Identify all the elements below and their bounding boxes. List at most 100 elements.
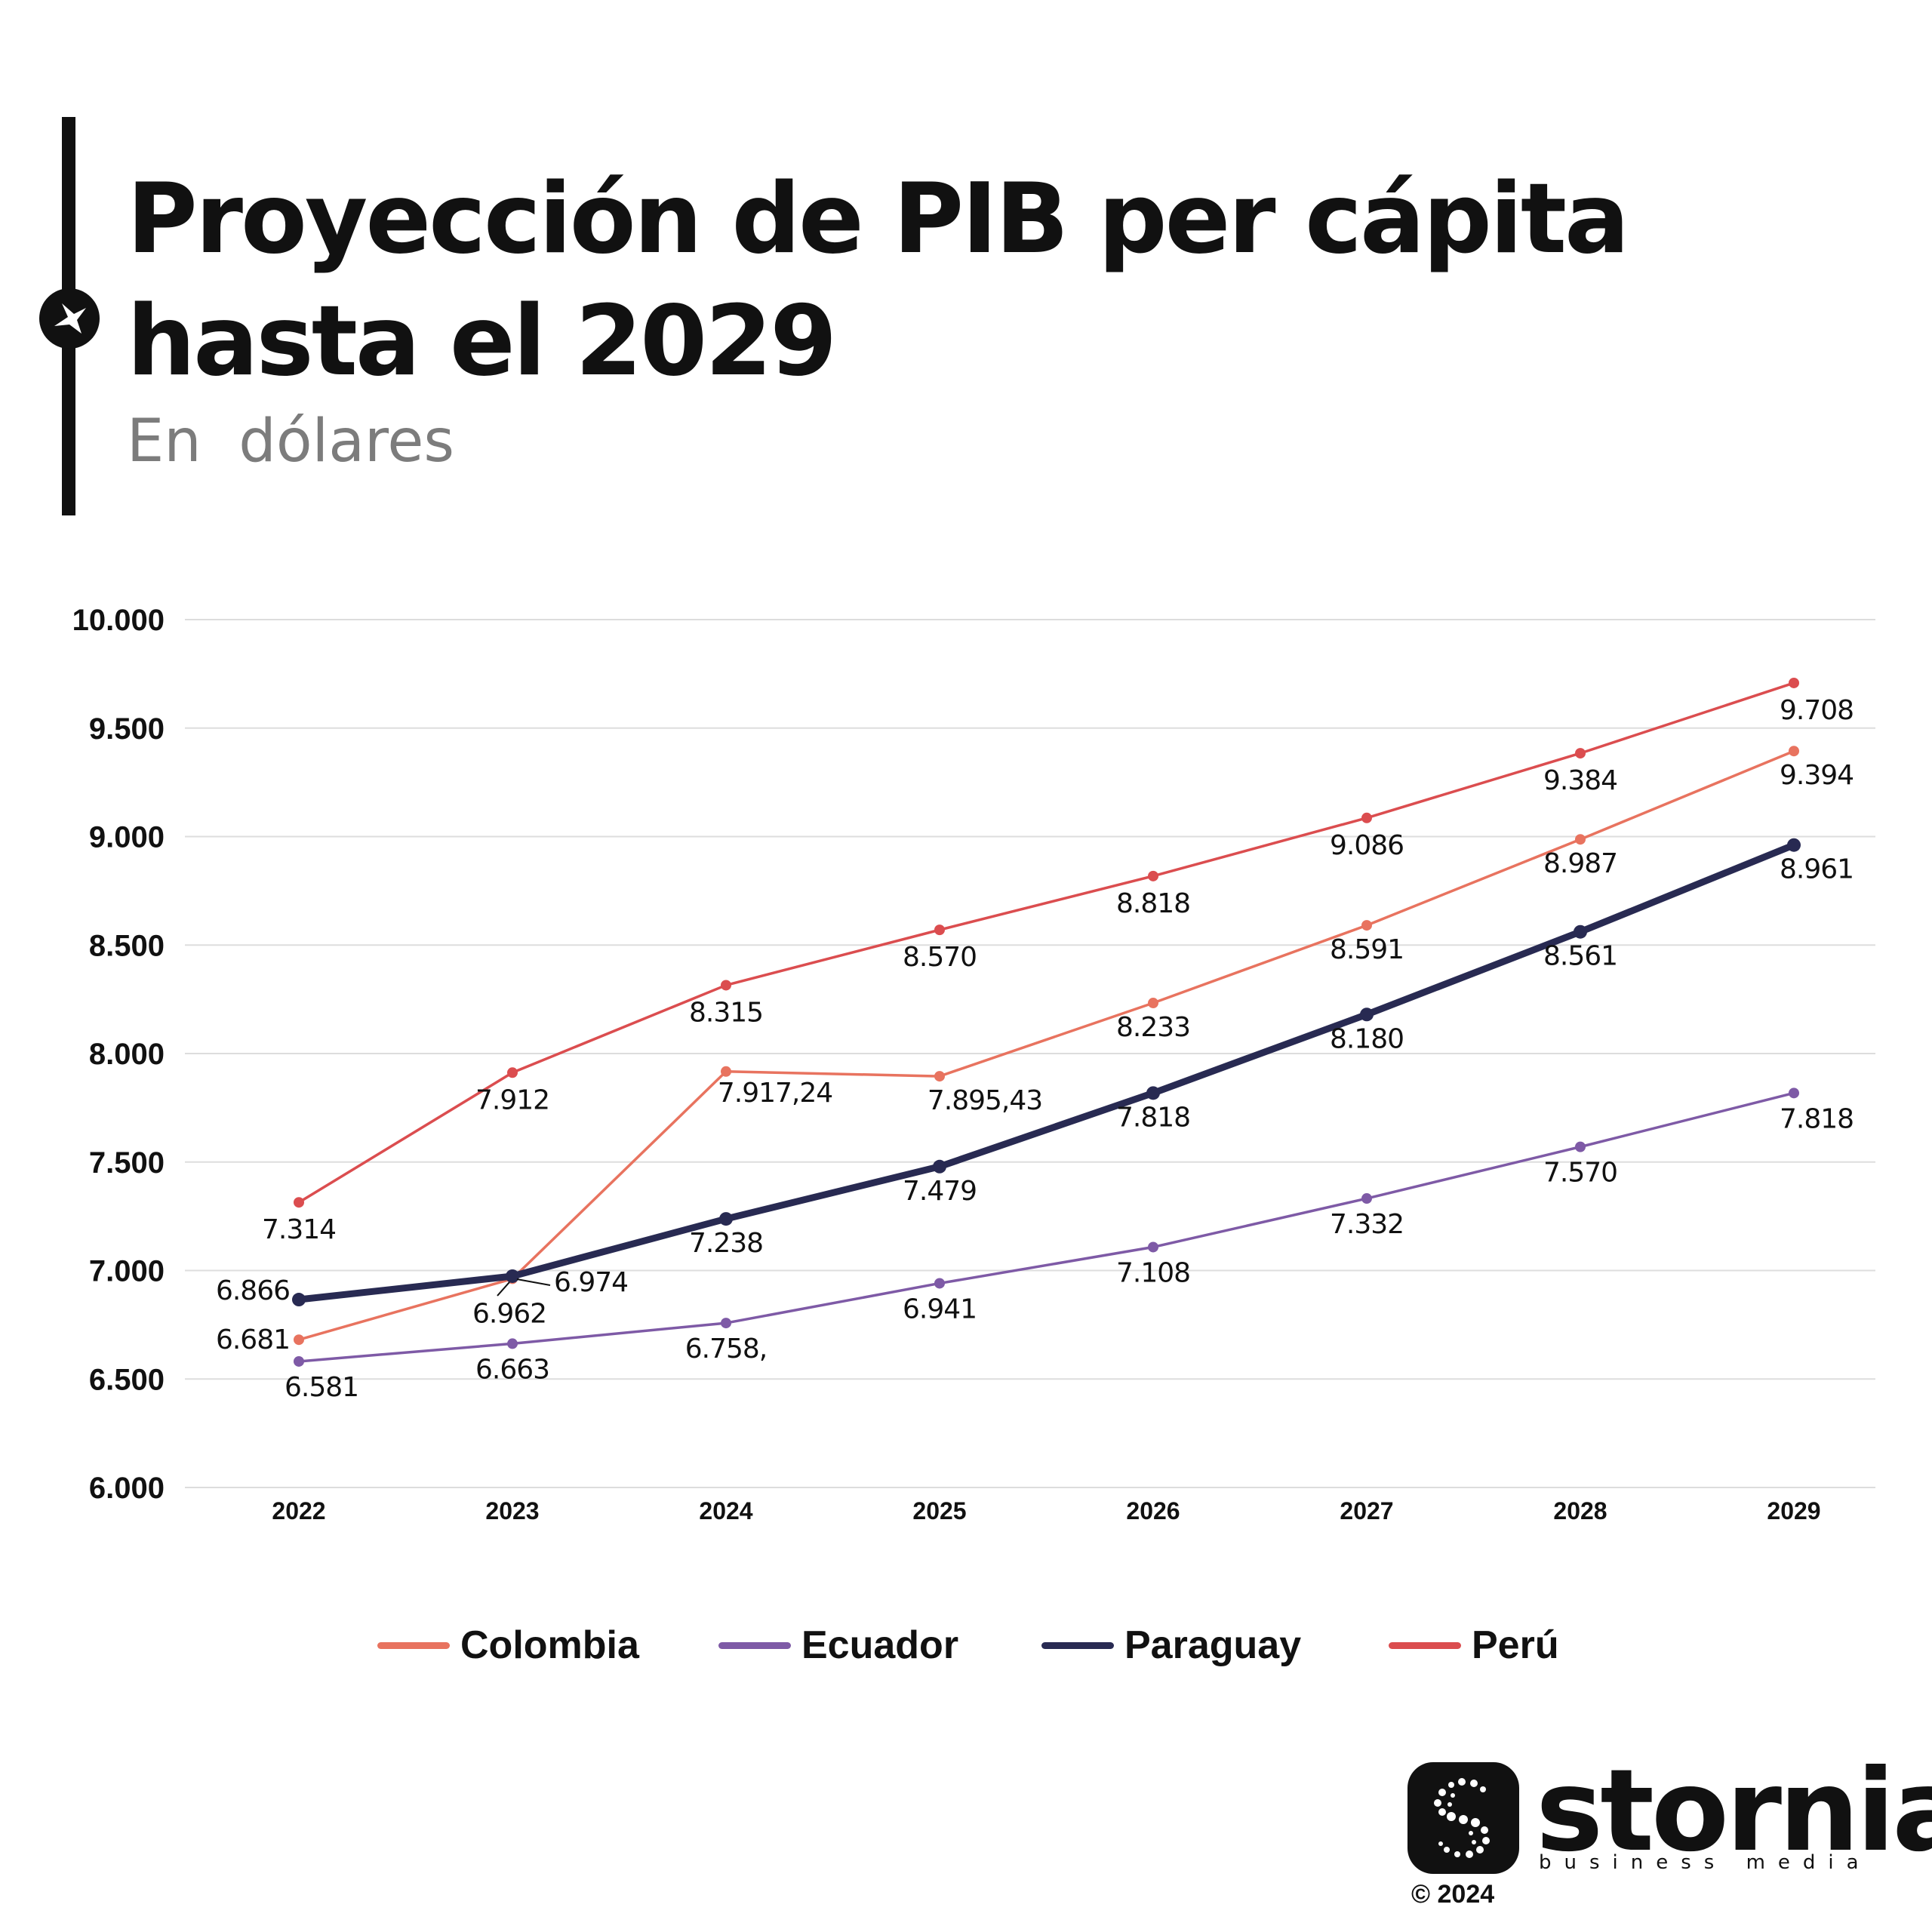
legend-item-peru: Perú bbox=[1389, 1619, 1559, 1672]
data-label: 8.818 bbox=[1116, 888, 1190, 919]
data-label: 8.315 bbox=[689, 997, 763, 1028]
x-tick-label: 2023 bbox=[485, 1497, 539, 1524]
data-point bbox=[507, 1067, 518, 1078]
y-tick-label: 10.000 bbox=[72, 604, 165, 637]
data-point bbox=[1361, 812, 1372, 823]
x-axis-ticks: 2022 2023 2024 2025 2026 2027 2028 2029 bbox=[272, 1497, 1820, 1524]
data-label: 6.974 bbox=[554, 1267, 628, 1298]
leader-line bbox=[497, 1281, 510, 1297]
brand-tagline: business media bbox=[1539, 1851, 1872, 1874]
data-point bbox=[1787, 838, 1801, 852]
data-point bbox=[506, 1269, 519, 1283]
bird-logo-icon bbox=[39, 288, 100, 349]
data-label: 6.663 bbox=[475, 1354, 549, 1385]
series-peru bbox=[294, 677, 1799, 1208]
legend-label: Colombia bbox=[460, 1623, 639, 1667]
data-point bbox=[1148, 870, 1158, 881]
y-tick-label: 8.500 bbox=[89, 929, 165, 962]
data-point bbox=[1789, 677, 1799, 688]
data-label: 9.708 bbox=[1780, 695, 1854, 726]
x-tick-label: 2022 bbox=[272, 1497, 325, 1524]
data-label: 8.987 bbox=[1543, 848, 1617, 879]
data-labels: 6.681 6.962 7.917,24 7.895,43 8.233 8.591 8.98… bbox=[216, 695, 1854, 1403]
series-lines bbox=[292, 677, 1801, 1367]
data-point bbox=[721, 980, 731, 991]
series-line-colombia bbox=[297, 749, 1795, 1341]
data-label: 7.912 bbox=[475, 1084, 549, 1115]
copyright: © 2024 bbox=[1411, 1880, 1495, 1909]
data-point bbox=[1361, 1193, 1372, 1204]
x-tick-label: 2029 bbox=[1767, 1497, 1820, 1524]
data-label: 7.314 bbox=[262, 1214, 336, 1245]
y-tick-label: 6.500 bbox=[89, 1363, 165, 1396]
x-tick-label: 2025 bbox=[912, 1497, 966, 1524]
data-point bbox=[292, 1293, 306, 1307]
data-label: 7.818 bbox=[1116, 1102, 1190, 1133]
data-label: 8.591 bbox=[1330, 934, 1404, 965]
series-colombia bbox=[294, 746, 1799, 1346]
leader-lines bbox=[497, 1278, 551, 1297]
legend-item-ecuador: Ecuador bbox=[718, 1619, 958, 1672]
data-label: 6.758, bbox=[685, 1334, 768, 1364]
data-label: 9.394 bbox=[1780, 760, 1854, 791]
data-label: 8.233 bbox=[1116, 1012, 1190, 1043]
legend-swatch bbox=[1389, 1641, 1461, 1649]
data-point bbox=[1360, 1008, 1374, 1022]
data-label: 8.570 bbox=[903, 942, 977, 973]
legend-label: Ecuador bbox=[801, 1623, 959, 1667]
data-label: 6.941 bbox=[903, 1294, 977, 1324]
legend-item-paraguay: Paraguay bbox=[1041, 1619, 1301, 1672]
leader-line bbox=[516, 1278, 551, 1286]
chart-title-line-2: hasta el 2029 bbox=[127, 285, 837, 398]
legend-swatch bbox=[377, 1641, 450, 1649]
x-tick-label: 2027 bbox=[1340, 1497, 1393, 1524]
data-point bbox=[1789, 746, 1799, 757]
y-tick-label: 7.500 bbox=[89, 1146, 165, 1180]
legend-swatch bbox=[718, 1641, 791, 1649]
legend: Colombia Ecuador Paraguay Perú bbox=[0, 1619, 1932, 1672]
data-point bbox=[1789, 1088, 1799, 1099]
legend-label: Paraguay bbox=[1124, 1623, 1302, 1667]
data-point bbox=[1575, 834, 1586, 845]
x-tick-label: 2028 bbox=[1553, 1497, 1607, 1524]
data-point bbox=[1575, 1141, 1586, 1152]
data-label: 8.961 bbox=[1780, 854, 1854, 885]
data-point bbox=[294, 1355, 304, 1367]
x-tick-label: 2026 bbox=[1126, 1497, 1180, 1524]
data-label: 8.561 bbox=[1543, 941, 1617, 972]
stornia-logo-icon bbox=[1407, 1762, 1519, 1874]
y-axis-ticks: 6.000 6.500 7.000 7.500 8.000 8.500 9.000 9.500… bbox=[72, 604, 165, 1505]
data-label: 6.581 bbox=[285, 1372, 358, 1403]
data-point bbox=[1574, 924, 1587, 939]
y-tick-label: 9.000 bbox=[89, 821, 165, 854]
data-label: 9.384 bbox=[1543, 765, 1617, 796]
data-point bbox=[934, 1071, 945, 1082]
data-point bbox=[294, 1197, 304, 1208]
data-point bbox=[934, 1278, 945, 1289]
legend-item-colombia: Colombia bbox=[377, 1619, 639, 1672]
y-tick-label: 9.500 bbox=[89, 712, 165, 746]
line-chart: 6.000 6.500 7.000 7.500 8.000 8.500 9.000 9.500… bbox=[72, 604, 1875, 1524]
series-line-ecuador bbox=[297, 1091, 1795, 1363]
chart-title-line-1: Proyección de PIB per cápita bbox=[127, 163, 1629, 275]
data-point bbox=[507, 1338, 518, 1349]
brand-name: stornia bbox=[1536, 1746, 1932, 1877]
series-line-peru bbox=[297, 681, 1795, 1204]
data-label: 7.332 bbox=[1330, 1209, 1404, 1240]
data-point bbox=[721, 1066, 731, 1077]
data-point bbox=[933, 1159, 946, 1174]
data-label: 7.570 bbox=[1543, 1158, 1617, 1189]
series-line-paraguay bbox=[295, 841, 1798, 1303]
y-tick-label: 7.000 bbox=[89, 1255, 165, 1288]
data-label: 7.238 bbox=[689, 1228, 763, 1259]
legend-label: Perú bbox=[1472, 1623, 1559, 1667]
data-label: 7.479 bbox=[903, 1176, 977, 1207]
data-point bbox=[294, 1334, 304, 1346]
legend-swatch bbox=[1041, 1641, 1114, 1649]
data-point bbox=[721, 1318, 731, 1329]
data-label: 7.917,24 bbox=[718, 1078, 832, 1109]
gridlines bbox=[185, 619, 1875, 1488]
brand-block: stornia business media © 2024 bbox=[1407, 1746, 1932, 1913]
y-tick-label: 6.000 bbox=[89, 1472, 165, 1505]
data-label: 9.086 bbox=[1330, 830, 1404, 861]
